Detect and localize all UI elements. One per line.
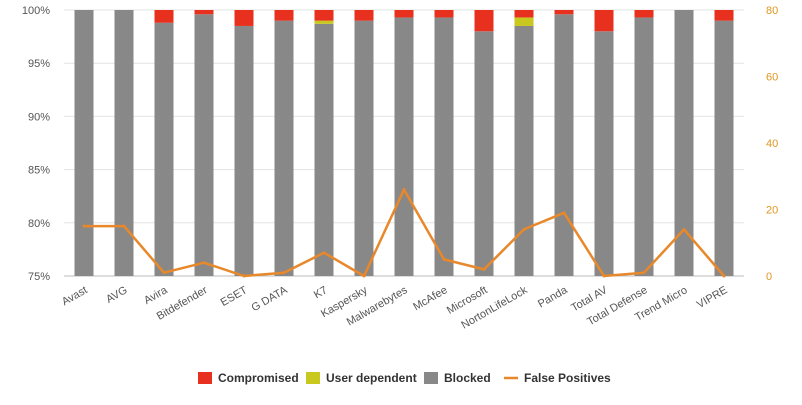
false-positives-point xyxy=(442,257,446,261)
category-label: K7 xyxy=(312,284,330,301)
legend-label: User dependent xyxy=(326,371,417,385)
false-positives-point xyxy=(202,261,206,265)
left-tick-label: 95% xyxy=(28,58,50,70)
compromised-bar xyxy=(514,10,534,18)
left-tick-label: 100% xyxy=(22,5,50,17)
compromised-bar xyxy=(714,10,734,21)
compromised-bar xyxy=(234,10,254,26)
false-positives-point xyxy=(722,274,726,278)
legend-swatch xyxy=(424,372,438,384)
false-positives-point xyxy=(162,271,166,275)
blocked-bar xyxy=(594,31,614,277)
false-positives-point xyxy=(602,274,606,278)
false-positives-point xyxy=(522,227,526,231)
category-label: McAfee xyxy=(411,284,449,313)
blocked-bar xyxy=(634,17,654,277)
false-positives-point xyxy=(82,224,86,228)
left-tick-label: 90% xyxy=(28,111,50,123)
legend-label: Compromised xyxy=(218,371,299,385)
category-label: Avast xyxy=(60,284,90,308)
compromised-bar xyxy=(274,10,294,21)
blocked-bar xyxy=(514,25,534,277)
right-axis-ticks: 0 20 40 60 80 xyxy=(766,5,778,283)
compromised-bar xyxy=(194,10,214,15)
blocked-bar xyxy=(714,20,734,276)
false-positives-point xyxy=(642,271,646,275)
false-positives-point xyxy=(402,188,406,192)
category-label: VIPRE xyxy=(695,284,730,311)
false-positives-point xyxy=(562,211,566,215)
category-label: Panda xyxy=(536,284,570,311)
compromised-bar xyxy=(554,10,574,15)
blocked-bar xyxy=(394,17,414,277)
blocked-bar xyxy=(354,20,374,276)
category-label: Avira xyxy=(142,284,170,307)
category-label: ESET xyxy=(219,284,250,309)
legend-item: User dependent xyxy=(306,371,417,385)
compromised-bar xyxy=(594,10,614,32)
legend-label: Blocked xyxy=(444,371,491,385)
legend-item: Blocked xyxy=(424,371,491,385)
compromised-bar xyxy=(474,10,494,32)
blocked-bar xyxy=(434,17,454,277)
false-positives-point xyxy=(282,271,286,275)
false-positives-line-group xyxy=(82,188,726,278)
blocked-bar xyxy=(194,14,214,276)
blocked-bar xyxy=(474,31,494,277)
left-tick-label: 80% xyxy=(28,218,50,230)
blocked-bar xyxy=(314,23,334,276)
right-tick-label: 60 xyxy=(766,72,778,84)
false-positives-point xyxy=(122,224,126,228)
compromised-bar xyxy=(314,10,334,21)
legend-item: Compromised xyxy=(198,371,299,385)
left-tick-label: 75% xyxy=(28,271,50,283)
legend-item: False Positives xyxy=(504,371,611,385)
compromised-bar xyxy=(394,10,414,18)
bar-group xyxy=(74,10,734,277)
compromised-bar xyxy=(154,10,174,23)
blocked-bar xyxy=(114,10,134,276)
false-positives-point xyxy=(482,267,486,271)
legend-label: False Positives xyxy=(524,371,611,385)
blocked-bar xyxy=(554,14,574,276)
left-axis-ticks: 75% 80% 85% 90% 95% 100% xyxy=(22,5,50,283)
blocked-bar xyxy=(674,10,694,276)
false-positives-point xyxy=(362,274,366,278)
user-dependent-bar xyxy=(514,17,534,26)
legend-swatch xyxy=(198,372,212,384)
legend: Compromised User dependent Blocked False Po… xyxy=(198,371,611,385)
false-positives-point xyxy=(242,274,246,278)
false-positives-point xyxy=(322,251,326,255)
category-label: G DATA xyxy=(249,284,290,314)
user-dependent-bar xyxy=(314,20,334,24)
category-label: AVG xyxy=(104,284,129,306)
blocked-bar xyxy=(74,10,94,276)
right-tick-label: 40 xyxy=(766,138,778,150)
blocked-bar xyxy=(274,20,294,276)
right-tick-label: 0 xyxy=(766,271,772,283)
legend-swatch xyxy=(306,372,320,384)
false-positives-point xyxy=(682,227,686,231)
right-tick-label: 20 xyxy=(766,205,778,217)
right-tick-label: 80 xyxy=(766,5,778,17)
compromised-bar xyxy=(634,10,654,18)
compromised-bar xyxy=(434,10,454,18)
blocked-bar xyxy=(234,25,254,277)
compromised-bar xyxy=(354,10,374,21)
left-tick-label: 85% xyxy=(28,165,50,177)
blocked-bar xyxy=(154,22,174,276)
